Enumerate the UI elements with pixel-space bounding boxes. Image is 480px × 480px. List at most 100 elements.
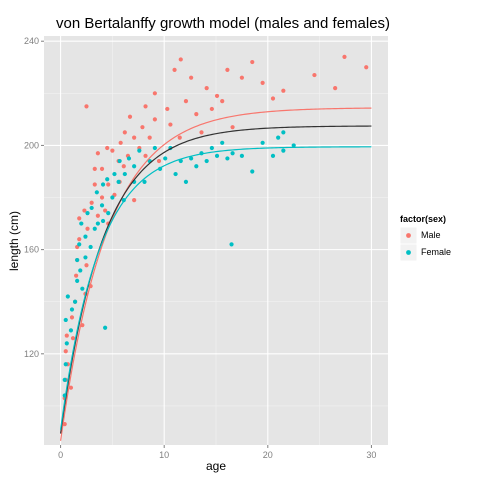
legend-title: factor(sex) xyxy=(400,214,446,224)
point-female xyxy=(95,221,100,226)
point-male xyxy=(106,182,111,187)
point-female xyxy=(75,257,80,263)
fit-lines xyxy=(59,107,372,441)
point-male xyxy=(204,86,209,91)
point-female xyxy=(239,153,245,158)
point-female xyxy=(112,171,117,177)
point-male xyxy=(95,213,100,218)
point-male xyxy=(270,96,276,101)
point-female xyxy=(173,171,178,177)
point-female xyxy=(63,317,68,323)
legend-label-male: Male xyxy=(421,230,441,240)
point-male xyxy=(70,336,76,341)
point-male xyxy=(84,104,89,109)
point-female xyxy=(83,234,88,239)
point-female xyxy=(80,286,85,291)
point-female xyxy=(110,195,115,200)
point-male xyxy=(143,153,148,158)
chart-title: von Bertalanffy growth model (males and … xyxy=(56,15,390,32)
point-male xyxy=(64,333,69,338)
point-female xyxy=(152,145,157,151)
point-male xyxy=(99,195,105,200)
point-male xyxy=(132,135,137,140)
point-female xyxy=(270,153,276,158)
point-male xyxy=(225,67,230,72)
point-male xyxy=(103,208,108,213)
point-male xyxy=(168,122,173,127)
x-axis: 0 10 20 30 xyxy=(58,445,376,460)
point-female xyxy=(163,156,168,161)
point-male xyxy=(177,135,182,140)
point-female xyxy=(132,164,137,169)
point-female xyxy=(260,140,265,145)
point-female xyxy=(65,294,70,299)
point-male xyxy=(74,273,79,278)
point-female xyxy=(122,171,127,177)
point-female xyxy=(250,169,255,174)
point-male xyxy=(122,130,127,135)
point-female xyxy=(183,179,189,184)
point-female xyxy=(116,179,121,184)
point-female xyxy=(209,145,214,151)
point-female xyxy=(75,278,80,283)
point-male xyxy=(69,315,75,320)
point-female xyxy=(64,341,69,346)
y-axis-title: length (cm) xyxy=(7,211,21,271)
point-female xyxy=(85,211,90,216)
point-female xyxy=(126,156,132,161)
point-male xyxy=(82,208,87,213)
grid-major xyxy=(44,36,388,445)
point-male xyxy=(183,99,189,104)
y-tick-label: 120 xyxy=(24,349,39,359)
x-axis-title: age xyxy=(206,459,226,473)
x-tick-label: 20 xyxy=(263,450,273,460)
point-male xyxy=(99,166,105,171)
point-female xyxy=(72,299,78,304)
point-male xyxy=(333,86,338,91)
point-male xyxy=(121,164,126,169)
point-female xyxy=(225,156,230,161)
legend-symbol-female xyxy=(406,250,411,255)
point-female xyxy=(194,164,199,169)
point-female xyxy=(89,205,94,211)
point-male xyxy=(194,112,199,117)
point-female xyxy=(78,268,83,273)
point-female xyxy=(88,244,93,250)
point-female xyxy=(92,226,97,231)
point-female xyxy=(62,377,67,382)
point-male xyxy=(165,106,170,112)
point-male xyxy=(364,65,369,70)
grid-minor xyxy=(44,36,388,445)
point-male xyxy=(209,106,214,112)
point-male xyxy=(312,72,317,78)
point-female xyxy=(281,148,286,153)
point-male xyxy=(105,145,110,151)
point-male xyxy=(172,67,177,72)
point-male xyxy=(342,54,347,59)
point-female xyxy=(106,211,111,216)
point-male xyxy=(118,140,123,145)
legend-symbols xyxy=(406,233,411,255)
point-male xyxy=(189,75,194,80)
point-male xyxy=(127,114,133,119)
point-male xyxy=(84,263,89,268)
point-female xyxy=(77,242,82,247)
point-female xyxy=(83,255,88,260)
point-male xyxy=(95,151,100,156)
point-male xyxy=(143,104,148,109)
legend-symbol-male xyxy=(406,233,411,238)
point-female xyxy=(137,148,142,153)
point-female xyxy=(204,158,209,164)
point-male xyxy=(199,130,204,135)
point-male xyxy=(110,148,115,153)
fit-line-female xyxy=(59,146,372,430)
fit-line-combined xyxy=(59,125,372,434)
point-male xyxy=(220,99,225,104)
y-tick-label: 200 xyxy=(24,140,39,150)
point-male xyxy=(92,166,97,171)
legend-label-female: Female xyxy=(421,247,451,257)
point-female xyxy=(214,153,220,158)
y-tick-label: 160 xyxy=(24,245,39,255)
point-male xyxy=(230,125,235,130)
point-female xyxy=(100,182,106,187)
